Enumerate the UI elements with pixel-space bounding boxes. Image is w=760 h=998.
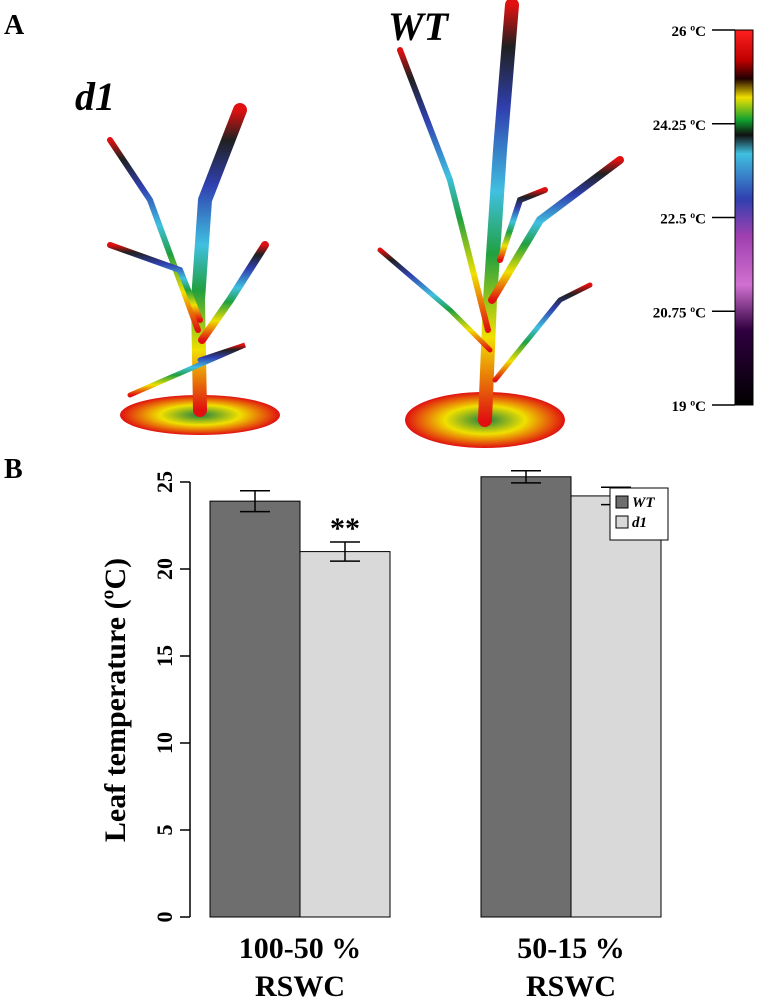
- legend-swatch: [615, 515, 629, 529]
- colorbar-tick-label: 19 ºC: [671, 399, 706, 415]
- panel-label: B: [4, 454, 23, 485]
- y-tick-label: 10: [152, 732, 177, 754]
- plant-label: d1: [75, 74, 115, 119]
- bar: [570, 495, 662, 918]
- error-bar: [511, 469, 541, 484]
- legend-label: WT: [632, 495, 655, 511]
- x-tick-label: 50-15 % RSWC: [517, 932, 625, 998]
- colorbar-tick-label: 26 ºC: [671, 24, 706, 40]
- y-axis-label: Leaf temperature (ºC): [99, 558, 132, 842]
- bar: [299, 551, 391, 918]
- y-tick-label: 15: [152, 645, 177, 667]
- legend-label: d1: [632, 515, 647, 531]
- x-tick-label: 100-50 % RSWC: [238, 932, 362, 998]
- panel-label: A: [4, 10, 25, 41]
- significance-label: **: [330, 512, 360, 545]
- y-tick-label: 5: [152, 825, 177, 836]
- error-bar: [240, 489, 270, 513]
- y-tick-label: 25: [152, 471, 177, 493]
- plant-label: WT: [388, 4, 450, 49]
- legend-swatch: [615, 495, 629, 509]
- colorbar-tick-label: 20.75 ºC: [653, 305, 706, 321]
- colorbar-tick-label: 22.5 ºC: [660, 212, 706, 228]
- thermal-image: [107, 0, 624, 448]
- bar: [480, 476, 572, 918]
- bar: [209, 500, 301, 918]
- y-tick-label: 0: [152, 912, 177, 923]
- colorbar-tick-label: 24.25 ºC: [653, 118, 706, 134]
- colorbar: [734, 29, 754, 406]
- error-bar: [330, 541, 360, 562]
- y-tick-label: 20: [152, 558, 177, 580]
